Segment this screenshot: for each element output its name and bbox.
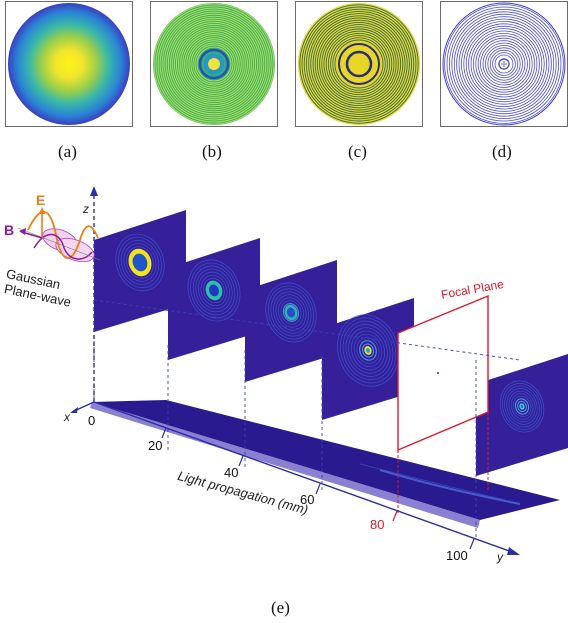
beam-plane	[168, 238, 260, 360]
magnetic-label: B	[4, 222, 15, 238]
panel-a	[5, 1, 133, 127]
beam-plane	[245, 260, 337, 382]
panel-d	[440, 1, 568, 127]
yellow-ring-disc	[298, 3, 420, 125]
panel-b-graphic	[153, 3, 275, 125]
panel-c-graphic	[298, 3, 420, 125]
beam-plane	[476, 354, 568, 476]
panel-a-graphic	[8, 3, 130, 125]
smooth-disc	[8, 3, 130, 125]
caption-d: (d)	[492, 142, 512, 161]
field-label: E	[36, 192, 46, 208]
caption-e: (e)	[271, 598, 290, 617]
tick-80: 80	[370, 517, 385, 532]
y-axis-label: y	[497, 550, 503, 564]
panel-d-graphic	[442, 2, 566, 126]
tick-40: 40	[224, 465, 239, 480]
plane-wave-icon	[17, 207, 101, 263]
tick-100: 100	[446, 548, 468, 563]
y-axis-line	[93, 401, 516, 554]
panel-c	[295, 1, 423, 127]
panel-b	[150, 1, 278, 127]
caption-a: (a)	[58, 142, 77, 161]
caption-c: (c)	[348, 142, 367, 161]
beam-plane	[94, 210, 186, 332]
tick-0: 0	[88, 413, 96, 428]
beam-plane	[322, 298, 414, 420]
tick-20: 20	[148, 438, 163, 453]
tick-60: 60	[300, 492, 315, 507]
x-axis-label: x	[64, 410, 70, 424]
z-axis-label: z	[83, 202, 89, 216]
floor-plane	[92, 400, 560, 520]
caption-b: (b)	[202, 142, 222, 161]
